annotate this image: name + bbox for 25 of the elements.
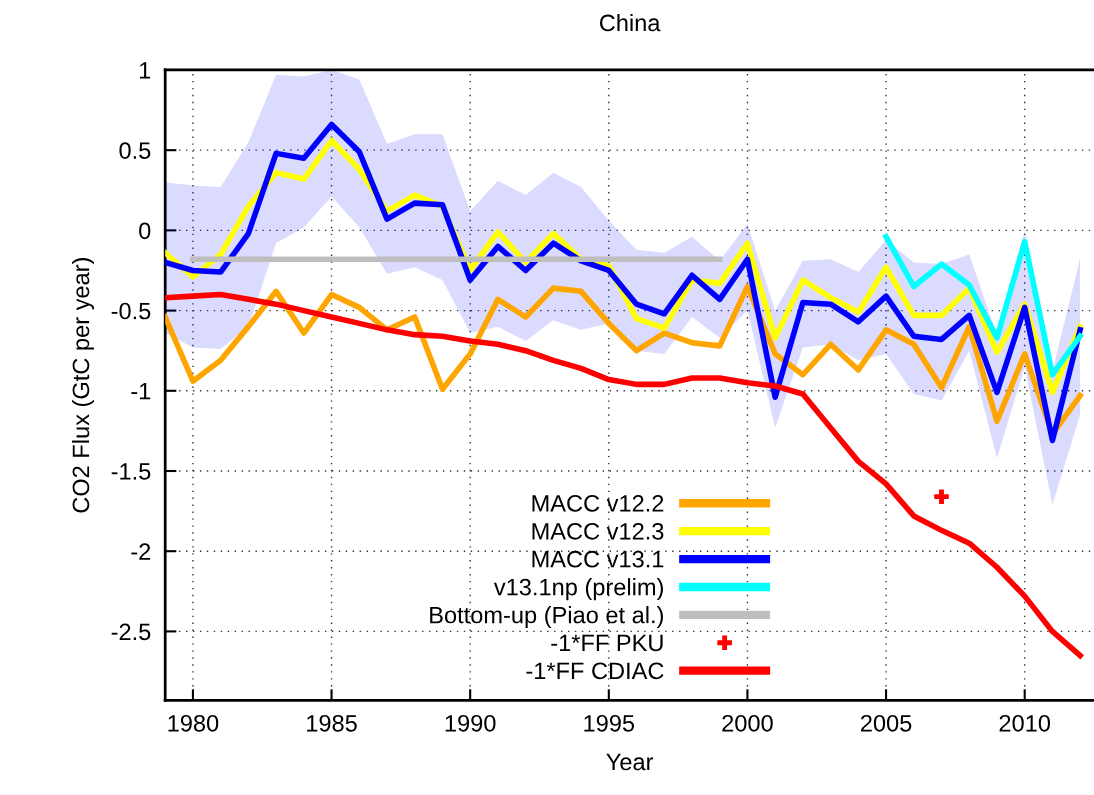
y-tick-label: -2.5 xyxy=(111,623,151,641)
y-axis-title: CO2 Flux (GtC per year) xyxy=(71,258,94,513)
legend-label: v13.1np (prelim) xyxy=(493,578,663,601)
legend-label: -1*FF PKU xyxy=(551,634,663,652)
y-tick-label: -2 xyxy=(131,543,151,560)
y-tick-label: -0.5 xyxy=(111,302,151,320)
x-tick-label: 1990 xyxy=(445,714,496,732)
legend-label: Bottom-up (Piao et al.) xyxy=(430,606,663,629)
x-tick-label: 2005 xyxy=(860,714,912,732)
y-tick-label: 0 xyxy=(139,222,151,240)
legend-label: -1*FF CDIAC xyxy=(526,662,664,680)
legend-label: MACC v12.2 xyxy=(532,495,664,512)
chart-title: China xyxy=(599,13,661,32)
y-tick-label: 1 xyxy=(139,62,151,79)
x-tick-label: 2010 xyxy=(999,714,1051,732)
x-axis-title: Year xyxy=(606,753,654,771)
y-tick-label: 0.5 xyxy=(119,142,151,159)
x-tick-label: 1980 xyxy=(168,714,219,732)
legend-label: MACC v13.1 xyxy=(532,550,664,568)
y-tick-label: -1 xyxy=(131,383,151,400)
x-tick-label: 1985 xyxy=(307,714,357,732)
y-tick-label: -1.5 xyxy=(111,463,151,480)
x-tick-label: 2000 xyxy=(722,714,773,732)
legend-label: MACC v12.3 xyxy=(532,522,664,540)
x-tick-label: 1995 xyxy=(584,714,635,732)
